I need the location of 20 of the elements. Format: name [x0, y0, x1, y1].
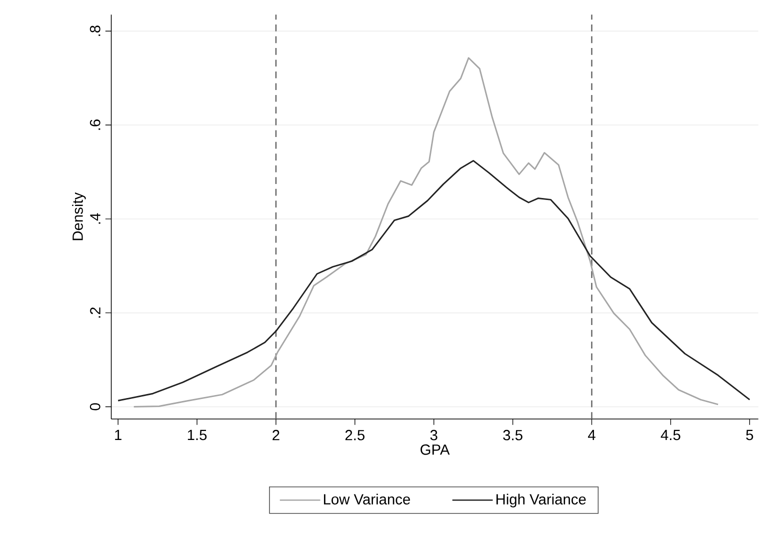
- x-tick-label: 4: [588, 430, 596, 440]
- y-axis-title: Density: [72, 192, 86, 240]
- x-tick-label: 1.5: [188, 430, 207, 440]
- x-axis-title: GPA: [420, 444, 450, 455]
- x-tick-label: 1: [115, 430, 122, 440]
- y-tick-label: .8: [90, 25, 100, 36]
- y-tick-label: .4: [90, 213, 100, 224]
- y-tick-label: .2: [90, 307, 100, 318]
- line-series: [133, 57, 719, 408]
- legend-label: Low Variance: [324, 494, 410, 504]
- x-tick-label: 2: [272, 430, 280, 440]
- x-tick-label: 5: [746, 430, 754, 440]
- x-tick-label: 4.5: [660, 430, 680, 440]
- line-series: [117, 160, 750, 402]
- x-tick-label: 3.5: [503, 430, 522, 440]
- legend-label: High Variance: [496, 494, 586, 508]
- y-tick-label: 0: [90, 403, 100, 410]
- y-tick-label: .6: [90, 119, 100, 130]
- x-tick-label: 3: [430, 430, 438, 440]
- x-tick-label: 2.5: [345, 430, 364, 440]
